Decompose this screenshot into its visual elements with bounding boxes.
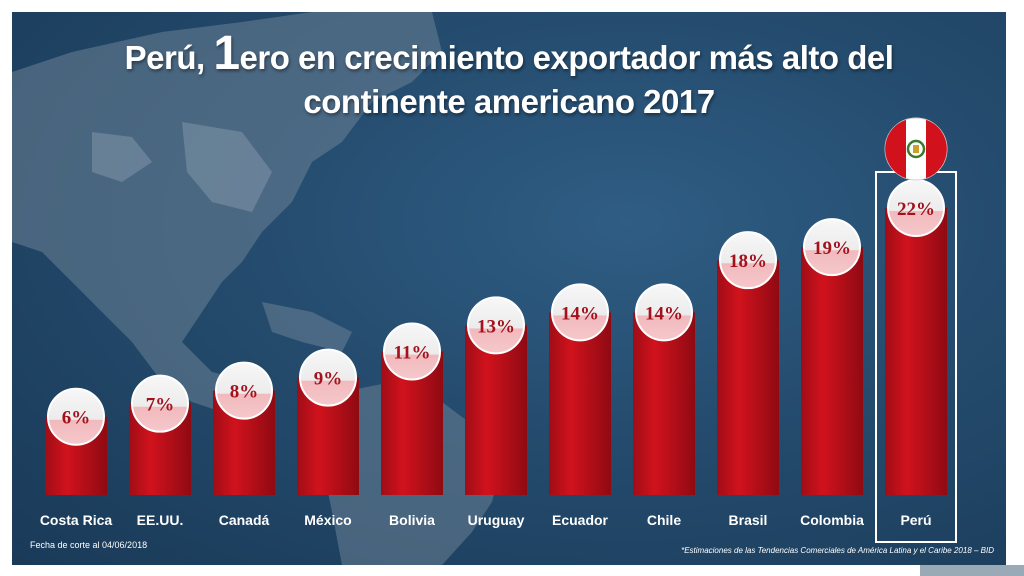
value-label-1: 7% <box>146 395 175 416</box>
value-badge-7 <box>635 283 693 342</box>
value-label-3: 9% <box>314 369 343 390</box>
value-label-2: 8% <box>230 382 259 403</box>
cutoff-date-note: Fecha de corte al 04/06/2018 <box>30 540 148 550</box>
category-label-0: Costa Rica <box>40 512 113 528</box>
title-line2: continente americano 2017 <box>303 83 715 120</box>
value-badge-0 <box>47 387 105 446</box>
value-badge-8 <box>719 231 777 290</box>
bar-6 <box>549 312 611 495</box>
category-label-3: México <box>304 512 351 528</box>
value-badge-1 <box>131 374 189 433</box>
peru-flag-icon <box>884 117 948 181</box>
category-label-10: Perú <box>900 512 931 528</box>
value-label-8: 18% <box>729 251 767 272</box>
category-label-6: Ecuador <box>552 512 609 528</box>
value-badge-4 <box>383 322 441 381</box>
category-label-4: Bolivia <box>389 512 435 528</box>
bar-10 <box>885 208 947 495</box>
value-badge-9 <box>803 218 861 277</box>
category-label-9: Colombia <box>800 512 864 528</box>
category-label-2: Canadá <box>219 512 270 528</box>
category-label-1: EE.UU. <box>137 512 184 528</box>
value-badge-6 <box>551 283 609 342</box>
americas-map-background <box>12 12 502 565</box>
value-label-6: 14% <box>561 303 599 324</box>
value-badge-2 <box>215 361 273 420</box>
category-label-8: Brasil <box>729 512 768 528</box>
corner-strip <box>920 565 1024 576</box>
category-label-7: Chile <box>647 512 681 528</box>
value-label-5: 13% <box>477 316 515 337</box>
chart-panel: Perú, 1ero en crecimiento exportador más… <box>12 12 1006 565</box>
bar-chart: 6% Costa Rica 7% EE.UU. 8% Canadá 9% México 11% B… <box>40 117 957 543</box>
value-label-10: 22% <box>897 199 935 220</box>
bar-7 <box>633 312 695 495</box>
bar-8 <box>717 260 779 495</box>
value-badge-3 <box>299 348 357 407</box>
bar-9 <box>801 247 863 495</box>
value-label-0: 6% <box>62 408 91 429</box>
page-title: Perú, 1ero en crecimiento exportador más… <box>32 30 986 124</box>
category-label-5: Uruguay <box>468 512 525 528</box>
value-label-7: 14% <box>645 303 683 324</box>
title-part2: ero en crecimiento exportador más alto d… <box>239 39 894 76</box>
value-label-4: 11% <box>394 343 431 364</box>
bars: 6% Costa Rica 7% EE.UU. 8% Canadá 9% México 11% B… <box>40 117 957 543</box>
value-label-9: 19% <box>813 238 851 259</box>
source-note: *Estimaciones de las Tendencias Comercia… <box>681 546 994 555</box>
title-ordinal: 1 <box>213 27 240 80</box>
value-badge-5 <box>467 296 525 355</box>
title-part1: Perú, <box>124 39 214 76</box>
